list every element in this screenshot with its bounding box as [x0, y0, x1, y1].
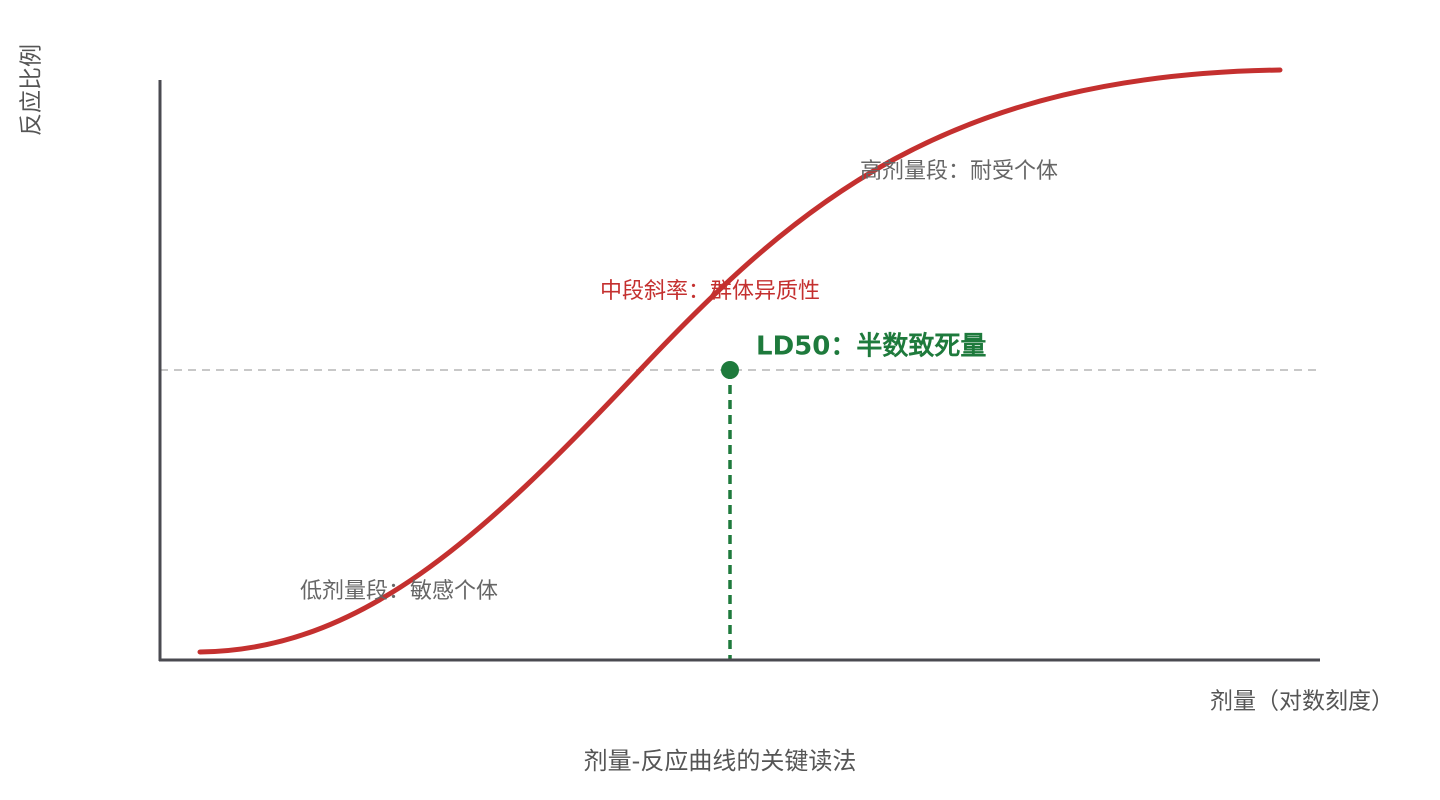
annotation: 高剂量段：耐受个体 — [860, 159, 1058, 184]
x-axis-label: 剂量（对数刻度） — [1210, 689, 1394, 715]
caption: 剂量-反应曲线的关键读法 — [584, 747, 857, 775]
y-axis-label: 反应比例 — [19, 44, 45, 136]
dose-response-curve — [197, 67, 1283, 655]
annotation: LD50：半数致死量 — [756, 331, 986, 362]
annotation: 低剂量段：敏感个体 — [300, 579, 498, 604]
annotation: 中段斜率：群体异质性 — [600, 279, 820, 304]
ld50-point — [721, 361, 739, 379]
